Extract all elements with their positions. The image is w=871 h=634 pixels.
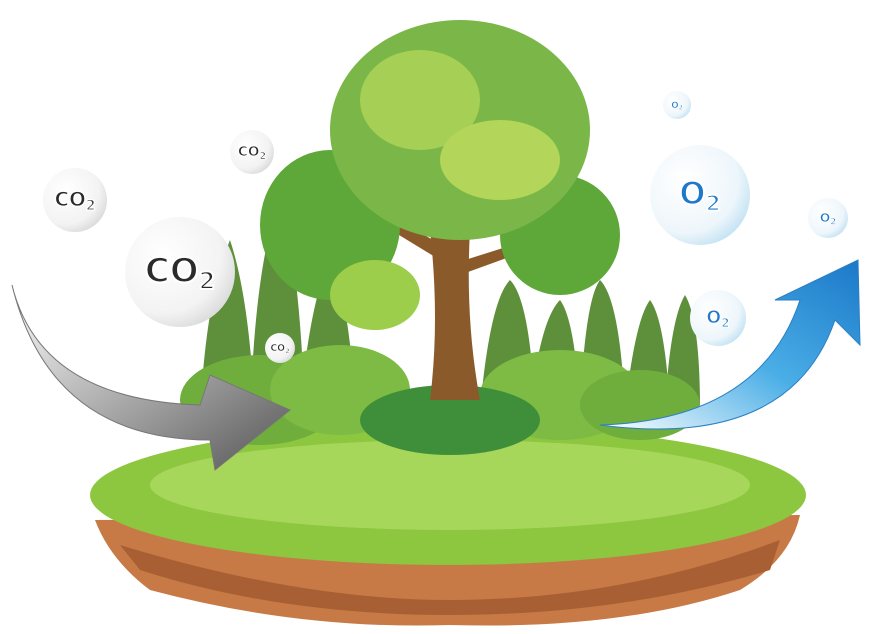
o2-bubble — [663, 91, 691, 119]
formula-main: CO — [270, 343, 285, 354]
formula-subscript: 2 — [679, 105, 683, 112]
formula-main: CO — [238, 144, 260, 160]
o2-bubble — [808, 198, 848, 238]
formula-main: O — [820, 210, 831, 225]
o2-label: O2 — [706, 308, 729, 330]
co2-label: CO2 — [270, 343, 289, 355]
co2-label: CO2 — [238, 144, 266, 162]
o2-label: O2 — [820, 210, 837, 228]
formula-subscript: 2 — [830, 217, 836, 227]
tree — [260, 20, 620, 400]
co2-bubble — [265, 333, 295, 363]
formula-main: O — [679, 176, 705, 212]
formula-subscript: 2 — [199, 267, 216, 295]
island-soil-shade — [120, 540, 780, 615]
island-grass-light — [150, 440, 750, 530]
co2-bubble — [230, 130, 274, 174]
co2-label: CO2 — [54, 188, 95, 214]
co2-bubble — [43, 168, 107, 232]
formula-subscript: 2 — [86, 198, 96, 214]
formula-subscript: 2 — [721, 316, 729, 330]
formula-subscript: 2 — [285, 347, 290, 355]
formula-main: O — [706, 308, 721, 328]
formula-subscript: 2 — [259, 151, 266, 162]
co2-arrow — [11, 284, 291, 471]
formula-subscript: 2 — [706, 191, 721, 216]
co2-label: CO2 — [145, 251, 216, 295]
o2-arrow — [599, 259, 861, 430]
o2-bubble — [650, 145, 750, 245]
formula-main: CO — [145, 251, 199, 291]
o2-bubble — [690, 290, 746, 346]
co2-bubble — [125, 217, 235, 327]
formula-main: CO — [54, 188, 85, 211]
o2-label: O2 — [679, 176, 720, 217]
o2-label: O2 — [671, 101, 683, 112]
formula-main: O — [671, 101, 678, 111]
